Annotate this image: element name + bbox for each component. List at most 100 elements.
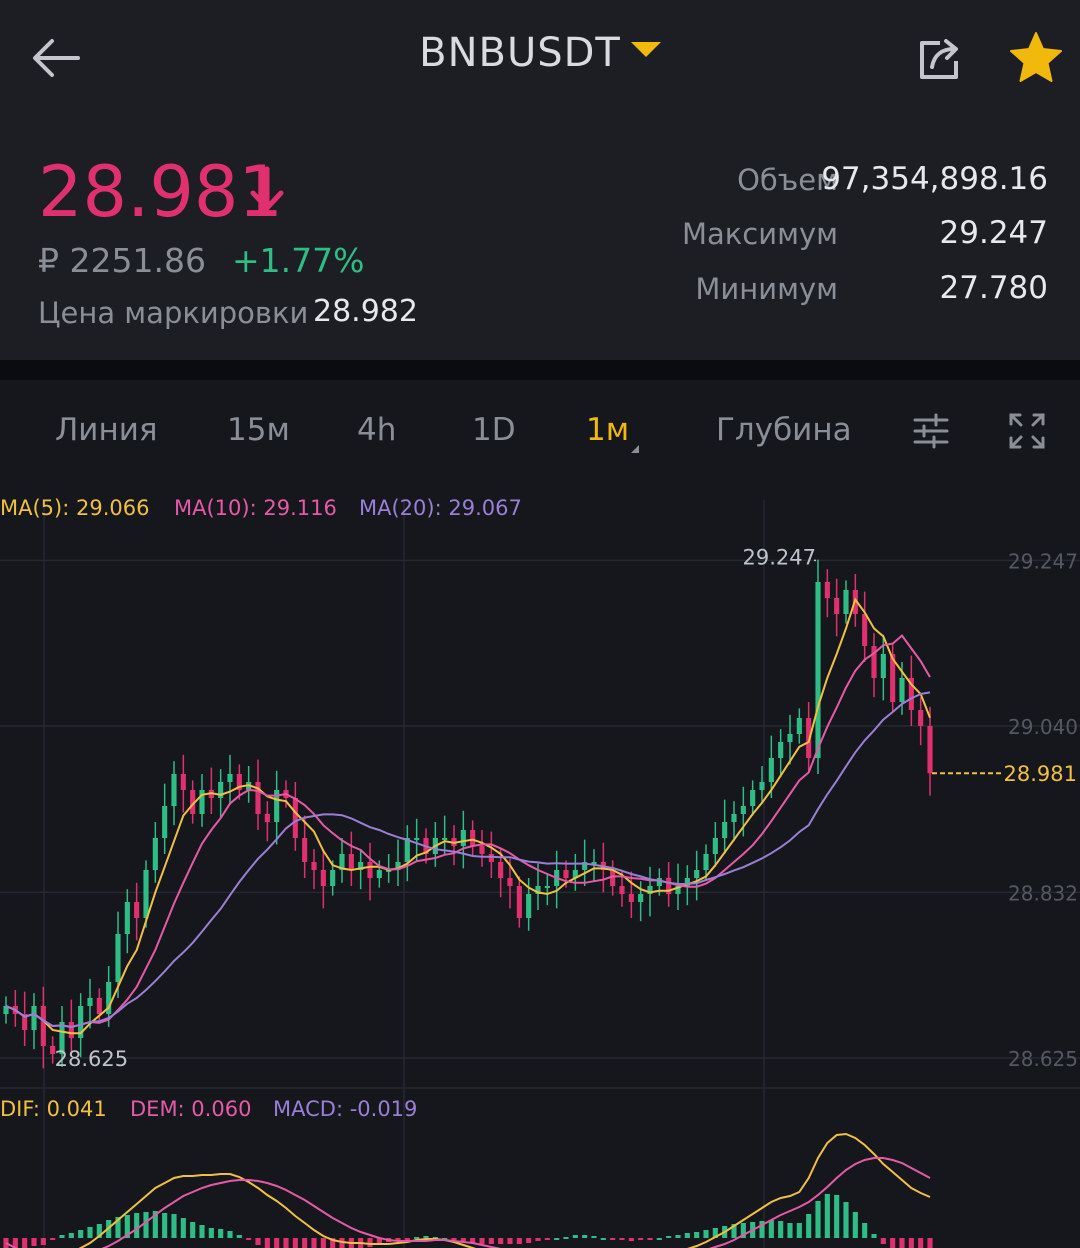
macd-histogram-bar	[908, 1238, 914, 1248]
candle-body	[311, 862, 317, 870]
macd-histogram-bar	[582, 1235, 588, 1238]
candle-body	[330, 870, 336, 886]
candle-body	[59, 1022, 65, 1054]
high-value: 29.247	[939, 215, 1048, 251]
candle-body	[544, 886, 550, 888]
candle-body	[796, 718, 802, 734]
pair-selector[interactable]: BNBUSDT	[0, 30, 1080, 76]
macd-histogram-bar	[572, 1235, 578, 1238]
candle-body	[78, 1006, 84, 1038]
candle-body	[834, 598, 840, 614]
macd-panel	[3, 1132, 933, 1248]
tab-depth[interactable]: Глубина	[716, 412, 852, 448]
y-axis-tick-label: 29.040	[1008, 715, 1078, 739]
macd-histogram-bar	[143, 1212, 149, 1238]
candle-body	[498, 862, 504, 878]
candle-body	[404, 838, 410, 862]
macd-histogram-bar	[199, 1225, 205, 1238]
tab-1m[interactable]: 1м	[586, 412, 630, 448]
candle-body	[152, 838, 158, 870]
candle-body	[694, 870, 700, 878]
interval-menu-caret-icon[interactable]	[631, 437, 639, 453]
macd-histogram-bar	[78, 1230, 84, 1238]
macd-histogram-bar	[890, 1238, 896, 1248]
candle-body	[162, 806, 168, 838]
y-axis-tick-label: 28.832	[1008, 881, 1078, 905]
macd-histogram-bar	[815, 1201, 821, 1238]
tab-1d[interactable]: 1D	[472, 412, 516, 448]
tab-15m[interactable]: 15м	[227, 412, 290, 448]
macd-histogram-bar	[684, 1233, 690, 1238]
candle-body	[666, 878, 672, 894]
candle-body	[96, 998, 102, 1014]
star-icon[interactable]	[1008, 30, 1064, 86]
candle-body	[787, 734, 793, 742]
dem-line	[5, 1157, 931, 1248]
candle-body	[768, 758, 774, 782]
tab-4h[interactable]: 4h	[357, 412, 397, 448]
macd-histogram-bar	[834, 1195, 840, 1238]
macd-histogram-bar	[115, 1217, 121, 1238]
chart-labels: 29.247 29.040 28.832 28.625 28.981 29.247 28.6…	[55, 545, 1078, 1071]
candlestick-chart[interactable]: 29.247 29.040 28.832 28.625 28.981 29.247 28.6…	[0, 480, 1080, 1248]
macd-histogram-bar	[208, 1228, 214, 1238]
macd-histogram-bar	[694, 1232, 700, 1238]
low-marker-label: 28.625	[55, 1047, 128, 1071]
candle-body	[862, 614, 868, 646]
indicator-settings-icon[interactable]	[912, 412, 950, 450]
share-icon[interactable]	[914, 33, 966, 85]
candle-body	[722, 822, 728, 838]
dif-legend: DIF: 0.041	[0, 1097, 107, 1121]
section-divider	[0, 360, 1080, 380]
macd-histogram-bar	[526, 1238, 532, 1243]
back-arrow-icon[interactable]	[28, 30, 84, 86]
dif-line	[78, 1132, 931, 1248]
macd-histogram-bar	[740, 1223, 746, 1238]
macd-histogram-bar	[516, 1238, 522, 1244]
macd-histogram-bar	[162, 1213, 168, 1238]
macd-histogram-bar	[796, 1223, 802, 1238]
macd-histogram-bar	[470, 1238, 476, 1243]
macd-histogram-bar	[330, 1238, 336, 1248]
high-marker-label: 29.247	[743, 545, 816, 569]
macd-histogram-bar	[50, 1238, 56, 1240]
low-label: Минимум	[695, 272, 838, 306]
macd-histogram-bar	[666, 1236, 672, 1238]
macd-histogram-bar	[180, 1218, 186, 1238]
candle-body	[358, 862, 364, 870]
candle-body	[460, 830, 466, 846]
macd-histogram-bar	[862, 1223, 868, 1238]
fullscreen-icon[interactable]	[1008, 412, 1046, 450]
macd-histogram-bar	[544, 1238, 550, 1240]
tab-line[interactable]: Линия	[55, 412, 158, 448]
pair-symbol: BNBUSDT	[419, 30, 621, 76]
macd-histogram-bar	[628, 1238, 634, 1241]
candle-body	[320, 870, 326, 886]
macd-histogram-bar	[227, 1231, 233, 1238]
low-value: 27.780	[939, 270, 1048, 306]
mark-price-value: 28.982	[313, 294, 418, 329]
macd-histogram-bar	[675, 1235, 681, 1238]
macd-histogram-bar	[96, 1224, 102, 1238]
macd-histogram-bar	[404, 1238, 410, 1240]
macd-histogram-bar	[479, 1238, 485, 1244]
macd-histogram-bar	[423, 1236, 429, 1238]
candle-body	[563, 870, 569, 878]
macd-histogram-bar	[488, 1238, 494, 1244]
candle-body	[31, 1006, 37, 1030]
candle-body	[535, 886, 541, 894]
candle-body	[180, 774, 186, 790]
candle-body	[918, 710, 924, 726]
change-percent: +1.77%	[232, 241, 365, 280]
macd-histogram-bar	[302, 1238, 308, 1248]
candle-body	[3, 1006, 9, 1014]
macd-histogram-bar	[87, 1227, 93, 1238]
y-axis-tick-label: 28.625	[1008, 1047, 1078, 1071]
candle-body	[880, 654, 886, 678]
macd-histogram-bar	[311, 1238, 317, 1248]
macd-histogram-bar	[320, 1238, 326, 1248]
macd-histogram-bar	[12, 1238, 18, 1248]
candle-body	[87, 998, 93, 1006]
candle-body	[376, 870, 382, 878]
candle-body	[675, 886, 681, 894]
